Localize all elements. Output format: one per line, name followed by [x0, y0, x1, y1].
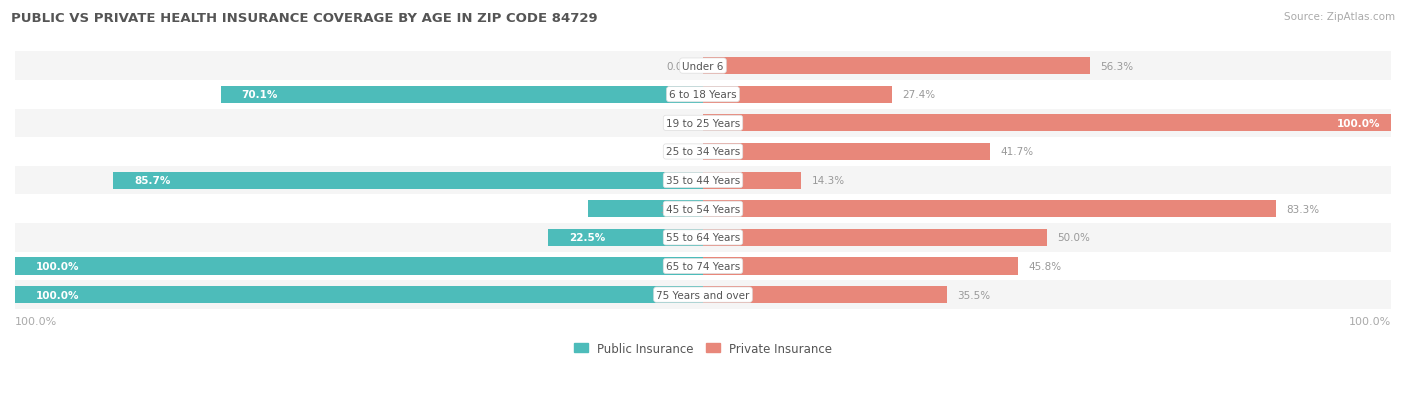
Text: 55 to 64 Years: 55 to 64 Years	[666, 233, 740, 243]
Text: 22.5%: 22.5%	[569, 233, 605, 243]
Text: 100.0%: 100.0%	[35, 290, 79, 300]
Text: 45 to 54 Years: 45 to 54 Years	[666, 204, 740, 214]
Bar	[15, 109, 1391, 138]
Text: Source: ZipAtlas.com: Source: ZipAtlas.com	[1284, 12, 1395, 22]
Text: 25 to 34 Years: 25 to 34 Years	[666, 147, 740, 157]
Bar	[548, 229, 703, 246]
Text: 14.3%: 14.3%	[811, 176, 845, 186]
Text: 50.0%: 50.0%	[1057, 233, 1090, 243]
Bar	[221, 86, 703, 104]
Text: 0.0%: 0.0%	[666, 62, 693, 71]
Bar	[15, 252, 1391, 280]
Text: 45.8%: 45.8%	[1028, 261, 1062, 271]
Bar	[703, 286, 948, 304]
Text: 65 to 74 Years: 65 to 74 Years	[666, 261, 740, 271]
Text: 100.0%: 100.0%	[15, 316, 58, 326]
Bar	[114, 172, 703, 189]
Bar	[15, 138, 1391, 166]
Text: 56.3%: 56.3%	[1101, 62, 1133, 71]
Text: 0.0%: 0.0%	[666, 119, 693, 128]
Text: Under 6: Under 6	[682, 62, 724, 71]
Bar	[15, 258, 703, 275]
Bar	[15, 286, 703, 304]
Bar	[15, 223, 1391, 252]
Bar	[703, 115, 1391, 132]
Text: 83.3%: 83.3%	[1286, 204, 1320, 214]
Bar	[703, 172, 801, 189]
Bar	[703, 229, 1047, 246]
Text: 100.0%: 100.0%	[35, 261, 79, 271]
Text: 0.0%: 0.0%	[666, 147, 693, 157]
Bar	[15, 52, 1391, 81]
Bar	[15, 166, 1391, 195]
Text: 19 to 25 Years: 19 to 25 Years	[666, 119, 740, 128]
Bar	[15, 280, 1391, 309]
Bar	[703, 58, 1090, 75]
Text: 85.7%: 85.7%	[134, 176, 170, 186]
Text: 100.0%: 100.0%	[1337, 119, 1381, 128]
Bar	[703, 144, 990, 161]
Bar	[703, 86, 891, 104]
Text: 100.0%: 100.0%	[1348, 316, 1391, 326]
Text: 41.7%: 41.7%	[1000, 147, 1033, 157]
Text: 27.4%: 27.4%	[901, 90, 935, 100]
Text: 6 to 18 Years: 6 to 18 Years	[669, 90, 737, 100]
Bar	[703, 201, 1277, 218]
Bar	[703, 258, 1018, 275]
Text: PUBLIC VS PRIVATE HEALTH INSURANCE COVERAGE BY AGE IN ZIP CODE 84729: PUBLIC VS PRIVATE HEALTH INSURANCE COVER…	[11, 12, 598, 25]
Bar	[588, 201, 703, 218]
Legend: Public Insurance, Private Insurance: Public Insurance, Private Insurance	[569, 337, 837, 360]
Text: 35 to 44 Years: 35 to 44 Years	[666, 176, 740, 186]
Text: 70.1%: 70.1%	[242, 90, 278, 100]
Bar	[15, 195, 1391, 223]
Text: 75 Years and over: 75 Years and over	[657, 290, 749, 300]
Bar	[15, 81, 1391, 109]
Text: 35.5%: 35.5%	[957, 290, 991, 300]
Text: 16.7%: 16.7%	[659, 204, 693, 214]
